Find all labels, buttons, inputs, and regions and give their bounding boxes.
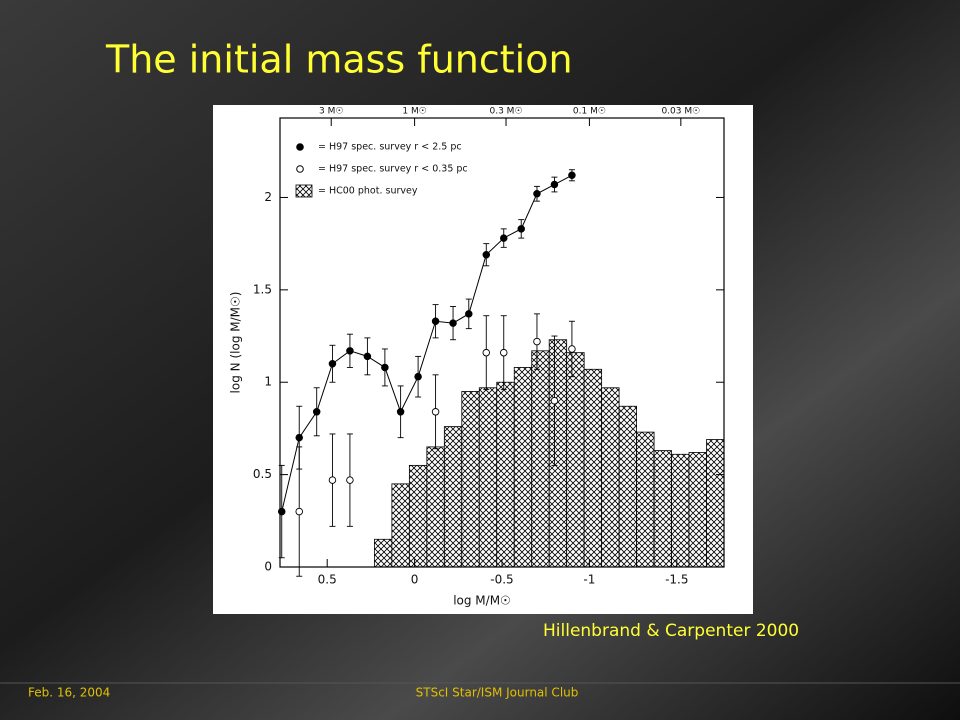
histogram-bar xyxy=(478,387,498,568)
data-point xyxy=(363,352,372,361)
y-tick-label: 1.5 xyxy=(253,282,272,296)
legend-marker xyxy=(296,143,304,151)
top-tick-label: 3 M☉ xyxy=(319,107,343,117)
histogram-bar xyxy=(408,464,428,568)
legend-label: = H97 spec. survey r < 2.5 pc xyxy=(318,142,462,153)
data-point xyxy=(381,363,389,372)
data-point xyxy=(328,359,337,368)
data-point xyxy=(346,347,354,355)
histogram-bar xyxy=(601,387,620,568)
y-tick-label: 1 xyxy=(264,375,272,389)
legend-marker xyxy=(296,165,304,173)
data-point xyxy=(568,171,576,180)
histogram-bar xyxy=(391,483,410,568)
data-point xyxy=(465,310,473,318)
data-point xyxy=(482,348,491,357)
plot: 0 0.5 1 1.5 2 0.5 0 -0.5 -1 -1.5 3 M☉ 1 M☉ 0.3 M☉ 0.1… xyxy=(229,107,725,608)
y-tick-label: 0.5 xyxy=(253,467,272,481)
histogram-bar xyxy=(671,453,690,568)
y-axis-label: log N (log M/M☉) xyxy=(229,292,243,394)
x-tick-label: -1 xyxy=(583,573,595,587)
x-tick-label: -1.5 xyxy=(665,573,688,587)
histogram-bar xyxy=(653,450,672,568)
data-point xyxy=(431,408,440,416)
data-point xyxy=(550,180,559,189)
histogram-bar xyxy=(566,352,585,568)
histogram-bar xyxy=(706,439,725,568)
histogram-bar xyxy=(426,446,445,568)
top-tick-label: 0.03 M☉ xyxy=(661,107,700,117)
data-point xyxy=(533,337,541,346)
histogram-bar xyxy=(461,391,480,568)
legend-label: = HC00 phot. survey xyxy=(318,186,418,197)
data-point xyxy=(550,396,559,405)
data-point xyxy=(482,250,491,259)
x-tick-label: 0.5 xyxy=(318,573,337,587)
histogram-bar xyxy=(688,452,707,568)
x-axis-label: log M/M☉ xyxy=(453,594,511,608)
y-tick-label: 2 xyxy=(264,190,272,204)
histogram-bar xyxy=(548,339,568,568)
x-tick-label: -0.5 xyxy=(490,573,513,587)
slide-title: The initial mass function xyxy=(105,38,573,82)
histogram-bar xyxy=(583,368,603,568)
x-tick-label: 0 xyxy=(411,573,419,587)
legend-label: = H97 spec. survey r < 0.35 pc xyxy=(318,164,468,175)
histogram-bar xyxy=(373,538,393,568)
data-point xyxy=(346,476,354,484)
histogram-bar xyxy=(496,381,515,568)
data-point xyxy=(499,234,508,242)
histogram-bar xyxy=(618,405,637,568)
footer-date: Feb. 16, 2004 xyxy=(28,686,110,700)
histogram-bar xyxy=(443,426,463,568)
histogram-bar xyxy=(531,350,550,568)
data-point xyxy=(295,507,303,516)
footer-title: STScI Star/ISM Journal Club xyxy=(416,686,579,700)
top-tick-label: 0.3 M☉ xyxy=(490,107,523,117)
data-point xyxy=(499,348,508,357)
top-tick-label: 0.1 M☉ xyxy=(573,107,606,117)
data-point xyxy=(533,190,541,198)
y-tick-label: 0 xyxy=(264,560,272,574)
data-point xyxy=(396,408,405,416)
data-point xyxy=(431,317,440,326)
data-point xyxy=(449,319,457,327)
series-line xyxy=(281,174,573,512)
histogram-bar xyxy=(636,431,655,568)
legend-swatch xyxy=(295,184,313,198)
top-tick-label: 1 M☉ xyxy=(402,107,426,117)
data-point xyxy=(568,345,576,353)
histogram-bar xyxy=(513,367,533,568)
data-point xyxy=(517,225,525,233)
data-point xyxy=(295,433,303,442)
caption: Hillenbrand & Carpenter 2000 xyxy=(543,621,799,641)
data-point xyxy=(328,476,337,484)
data-point xyxy=(414,372,422,381)
data-point xyxy=(312,408,321,416)
